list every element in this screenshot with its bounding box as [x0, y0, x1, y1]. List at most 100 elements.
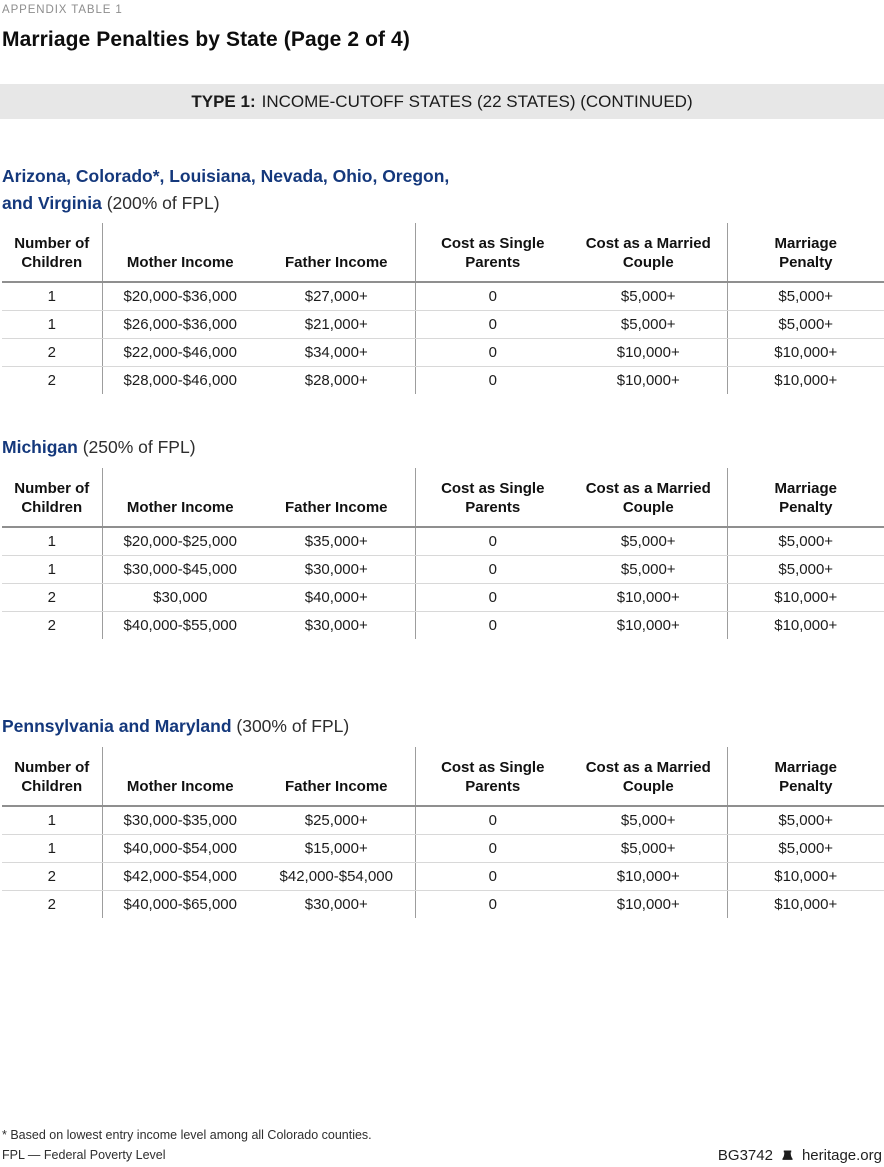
column-header-mother-income: Mother Income: [102, 468, 258, 528]
column-header-children: Number of Children: [2, 747, 103, 807]
column-header-cost-married: Cost as a Married Couple: [570, 468, 728, 528]
table-cell: $20,000-$36,000: [102, 282, 258, 311]
table-cell: $30,000: [102, 583, 258, 612]
column-header-mother-income: Mother Income: [102, 747, 258, 807]
footnote-fpl: FPL — Federal Poverty Level: [2, 1148, 166, 1162]
table-row: 1 $30,000-$35,000 $25,000+ 0 $5,000+ $5,000+: [2, 806, 884, 835]
table-cell: 1: [2, 527, 103, 556]
table-cell: 0: [415, 527, 570, 556]
table-row: 1 $20,000-$36,000 $27,000+ 0 $5,000+ $5,000+: [2, 282, 884, 311]
table-cell: $5,000+: [570, 310, 728, 339]
table-cell: 2: [2, 366, 103, 394]
table-cell: $10,000+: [570, 366, 728, 394]
table-cell: $5,000+: [570, 555, 728, 584]
table-cell: $42,000-$54,000: [258, 862, 416, 891]
table-cell: $10,000+: [727, 338, 884, 367]
table-cell: $30,000+: [258, 890, 416, 918]
table-cell: $34,000+: [258, 338, 416, 367]
table-row: 2 $40,000-$55,000 $30,000+ 0 $10,000+ $10,000…: [2, 611, 884, 639]
table-row: 2 $42,000-$54,000 $42,000-$54,000 0 $10,000+…: [2, 862, 884, 891]
table-cell: $10,000+: [570, 338, 728, 367]
column-header-cost-single: Cost as Single Parents: [415, 747, 570, 807]
column-header-children: Number of Children: [2, 223, 103, 283]
footnote-asterisk: * Based on lowest entry income level amo…: [2, 1128, 372, 1142]
table-cell: $30,000+: [258, 555, 416, 584]
table-cell: $40,000-$54,000: [102, 834, 258, 863]
table-cell: $5,000+: [727, 806, 884, 835]
table-row: 1 $40,000-$54,000 $15,000+ 0 $5,000+ $5,000+: [2, 834, 884, 863]
table-cell: $10,000+: [570, 862, 728, 891]
table-cell: $21,000+: [258, 310, 416, 339]
section-michigan: Michigan (250% of FPL) Number of Childre…: [2, 434, 884, 639]
column-header-cost-single: Cost as Single Parents: [415, 468, 570, 528]
column-header-children: Number of Children: [2, 468, 103, 528]
table-row: 2 $30,000 $40,000+ 0 $10,000+ $10,000+: [2, 583, 884, 612]
table-row: 1 $20,000-$25,000 $35,000+ 0 $5,000+ $5,000+: [2, 527, 884, 556]
table-cell: 0: [488, 895, 497, 913]
table-cell: 1: [2, 282, 103, 311]
table-cell: 0: [488, 371, 497, 389]
table-cell: $10,000+: [570, 611, 728, 639]
table-header-row: Number of Children Mother Income Father …: [2, 747, 884, 807]
table-cell: $5,000+: [727, 834, 884, 863]
income-table: Number of Children Mother Income Father …: [2, 223, 884, 394]
table-cell: $5,000+: [570, 834, 728, 863]
table-cell: 0: [415, 806, 570, 835]
table-cell: $5,000+: [570, 282, 728, 311]
column-header-cost-married: Cost as a Married Couple: [570, 747, 728, 807]
column-header-father-income: Father Income: [258, 747, 416, 807]
column-header-cost-married: Cost as a Married Couple: [570, 223, 728, 283]
table-cell: $30,000+: [258, 611, 416, 639]
table-cell: $5,000+: [727, 555, 884, 584]
table-cell: 1: [2, 310, 103, 339]
section-fpl-note: (300% of FPL): [231, 716, 350, 736]
table-cell: $42,000-$54,000: [102, 862, 258, 891]
table-row: 1 $30,000-$45,000 $30,000+ 0 $5,000+ $5,000+: [2, 555, 884, 584]
table-cell: 1: [2, 555, 103, 584]
column-header-marriage-penalty: Marriage Penalty: [727, 468, 884, 528]
table-cell: $28,000-$46,000: [123, 371, 237, 389]
table-cell: $22,000-$46,000: [102, 338, 258, 367]
section-states-label: Pennsylvania and Maryland: [2, 716, 232, 736]
table-cell: $5,000+: [570, 527, 728, 556]
table-cell: $5,000+: [727, 310, 884, 339]
table-row: 1 $26,000-$36,000 $21,000+ 0 $5,000+ $5,000+: [2, 310, 884, 339]
table-cell: $40,000-$55,000: [123, 616, 237, 634]
section-fpl-note: (250% of FPL): [77, 437, 196, 457]
table-row: 2 $28,000-$46,000 $28,000+ 0 $10,000+ $10,000…: [2, 366, 884, 394]
table-cell: $28,000+: [258, 366, 416, 394]
banner-type-prefix: TYPE 1:: [191, 91, 256, 111]
table-cell: $5,000+: [727, 282, 884, 311]
banner-type-text: INCOME-CUTOFF STATES (22 STATES) (CONTIN…: [261, 91, 693, 111]
table-cell: $20,000-$25,000: [102, 527, 258, 556]
table-cell: $30,000-$45,000: [102, 555, 258, 584]
table-cell: 0: [415, 282, 570, 311]
table-cell: 2: [2, 890, 103, 918]
income-table: Number of Children Mother Income Father …: [2, 747, 884, 918]
section-heading: Michigan (250% of FPL): [2, 434, 884, 461]
table-row: 2 $22,000-$46,000 $34,000+ 0 $10,000+ $10,000…: [2, 338, 884, 367]
section-states-label: Michigan: [2, 437, 78, 457]
appendix-label: APPENDIX TABLE 1: [2, 4, 123, 16]
table-cell: $10,000+: [727, 862, 884, 891]
table-header-row: Number of Children Mother Income Father …: [2, 223, 884, 283]
table-cell: 2: [2, 338, 103, 367]
page-footer: * Based on lowest entry income level amo…: [2, 1125, 882, 1165]
column-header-marriage-penalty: Marriage Penalty: [727, 747, 884, 807]
section-fpl-note: (200% of FPL): [101, 193, 220, 213]
table-cell: $40,000-$65,000: [123, 895, 237, 913]
table-cell: $35,000+: [258, 527, 416, 556]
table-cell: 0: [415, 338, 570, 367]
section-heading: Arizona, Colorado*, Louisiana, Nevada, O…: [2, 163, 884, 217]
table-cell: $10,000+: [570, 583, 728, 612]
table-cell: 2: [2, 862, 103, 891]
liberty-bell-icon: [780, 1148, 795, 1163]
section-pennsylvania-maryland: Pennsylvania and Maryland (300% of FPL) …: [2, 713, 884, 918]
table-cell: 2: [2, 611, 103, 639]
site-text: heritage.org: [801, 1147, 882, 1164]
table-cell: $5,000+: [570, 806, 728, 835]
table-cell: 1: [2, 834, 103, 863]
table-cell: 0: [415, 555, 570, 584]
table-cell: $30,000-$35,000: [102, 806, 258, 835]
